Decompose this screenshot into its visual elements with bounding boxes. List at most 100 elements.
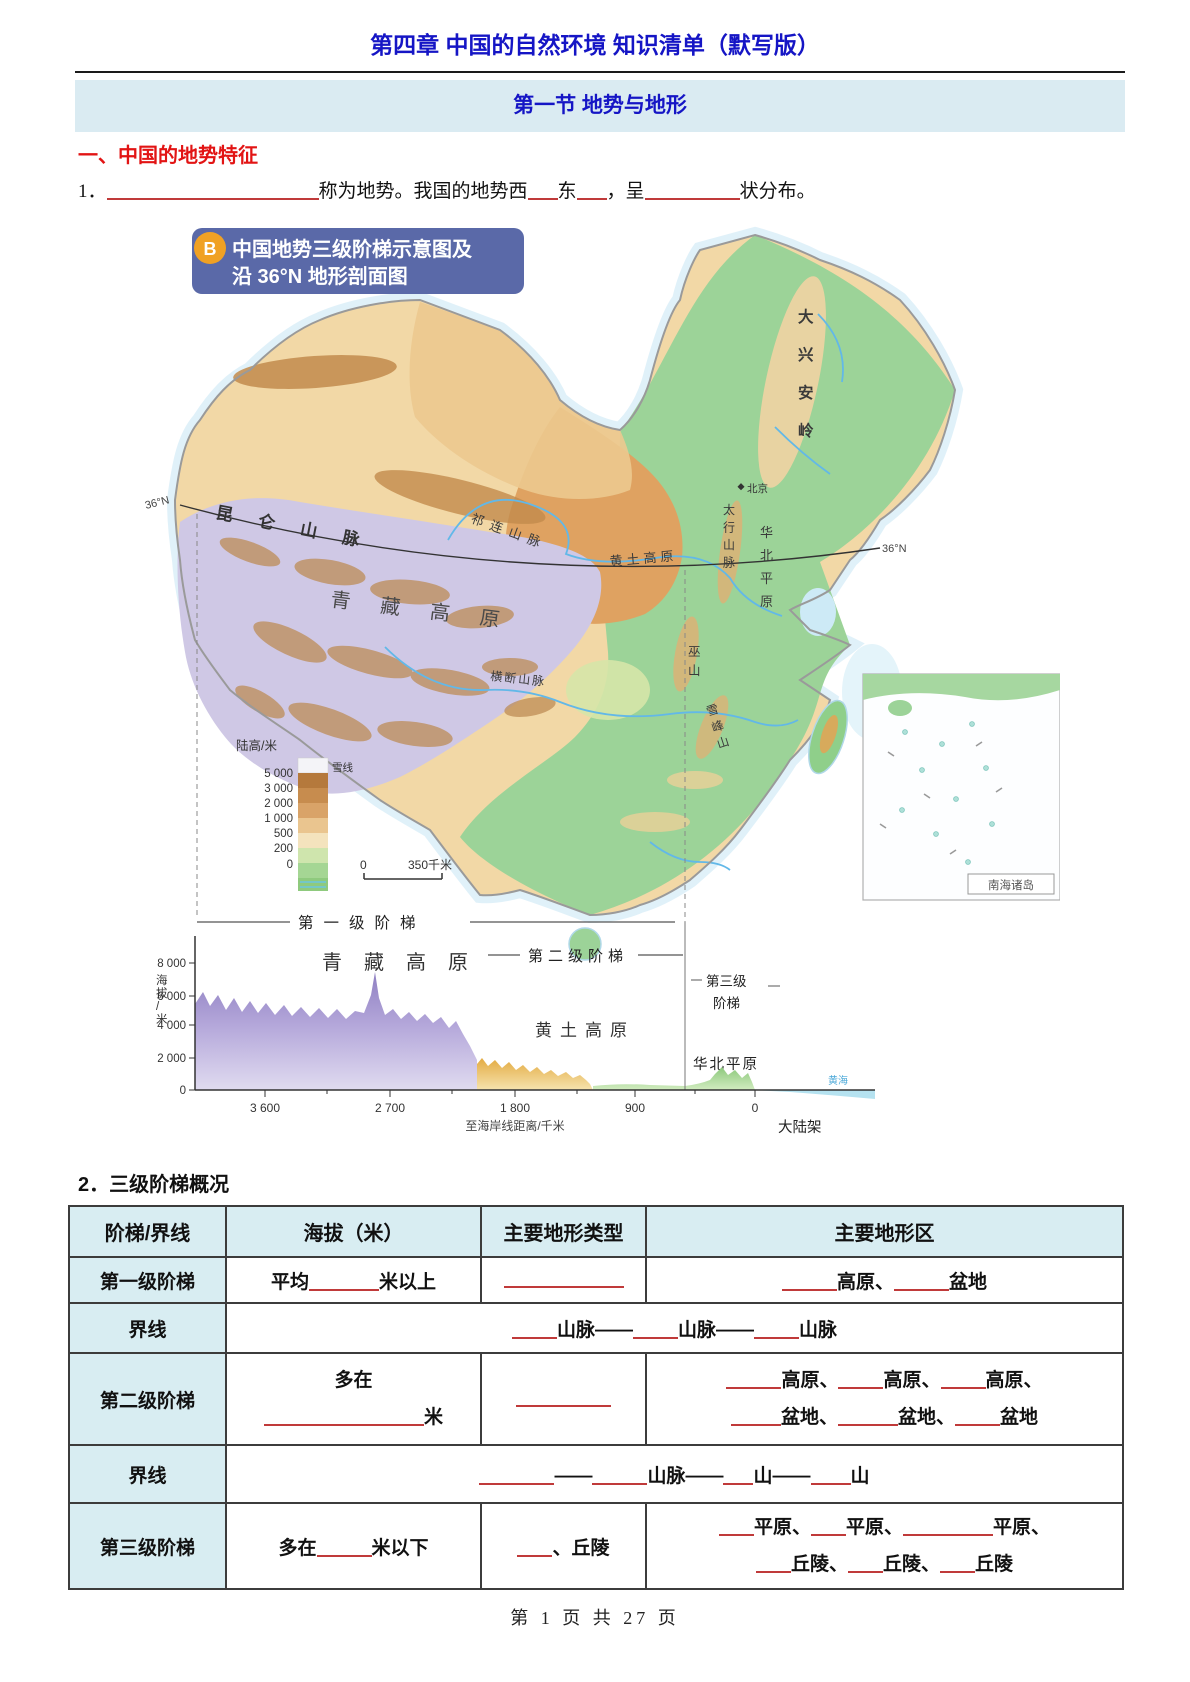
china-outline xyxy=(173,233,957,917)
row-label-step2: 第二级阶梯 xyxy=(68,1352,227,1446)
blank-field xyxy=(516,1388,611,1407)
svg-text:3 000: 3 000 xyxy=(264,783,293,795)
beijing-marker xyxy=(737,483,745,491)
y-tick-4000: 4 000 xyxy=(157,1020,186,1032)
svg-text:0: 0 xyxy=(287,859,293,871)
nanhai-inset: 南海诸岛 xyxy=(862,673,1060,901)
svg-text:2 000: 2 000 xyxy=(264,798,293,810)
profile-sea xyxy=(755,1090,875,1099)
taihangshan-label: 太行山脉 xyxy=(723,502,735,570)
profile-step2-label: 第二级阶梯 xyxy=(528,947,628,965)
yangtze-river xyxy=(384,646,799,727)
blank-field xyxy=(755,1554,791,1573)
y-tick-6000: 6 000 xyxy=(157,991,186,1003)
profile-step3-line1: 第三级 xyxy=(706,973,747,989)
title-divider xyxy=(75,71,1125,73)
elevation-profile: 第一级阶梯 青藏高原 第二级阶梯 第三级 阶梯 黄土高原 华北平原 黄海 xyxy=(156,914,875,1136)
profile-huabei-terrain xyxy=(593,1067,755,1090)
q1-text-3: ，呈 xyxy=(606,181,645,202)
profile-qingzang-terrain xyxy=(195,972,477,1090)
y-tick-0: 0 xyxy=(180,1085,186,1097)
step2-region-cell: 高原、 高原、 高原、 盆地、 盆地、 盆地 xyxy=(645,1352,1124,1446)
blank-field xyxy=(781,1272,837,1291)
item-2-title: 2．三级阶梯概况 xyxy=(78,1174,230,1196)
x-tick-3600: 3 600 xyxy=(250,1101,280,1115)
blank-field xyxy=(903,1517,993,1536)
row-label-step1: 第一级阶梯 xyxy=(68,1256,227,1304)
sichuan-basin xyxy=(566,660,650,720)
table-row-step2: 第二级阶梯 多在 米 高原、 高原、 高原、 盆地、 盆地、 盆地 xyxy=(68,1352,1124,1446)
daxinganling-ridge xyxy=(758,276,826,488)
blank-field xyxy=(503,1269,624,1288)
pearl-river xyxy=(649,841,731,871)
lat-36n-left-label: 36°N xyxy=(144,494,171,512)
profile-y-ticks xyxy=(189,962,195,1091)
blank-field xyxy=(730,1407,781,1426)
y-tick-2000: 2 000 xyxy=(157,1053,186,1065)
svg-text:200: 200 xyxy=(274,843,293,855)
three-steps-table: 阶梯/界线 海拔（米） 主要地形类型 主要地形区 第一级阶梯 平均 米以上 高原、… xyxy=(68,1205,1124,1590)
x-tick-900: 900 xyxy=(625,1101,645,1115)
inner-mongolia-band xyxy=(409,302,632,499)
q1-text-4: 状分布。 xyxy=(739,181,816,202)
profile-y-label: 海拔/米 xyxy=(156,973,168,1026)
blank-field xyxy=(810,1466,851,1485)
step3-elevation-cell: 多在 米以下 xyxy=(225,1502,482,1590)
blank-field xyxy=(718,1517,754,1536)
taiwan-island xyxy=(808,699,848,775)
svg-text:500: 500 xyxy=(274,828,293,840)
profile-step1-label: 第一级阶梯 xyxy=(298,914,426,932)
table-header-row: 阶梯/界线 海拔（米） 主要地形类型 主要地形区 xyxy=(68,1205,1124,1258)
tianshan-ridge xyxy=(233,355,397,389)
legend-title: 陆高/米 xyxy=(236,738,277,753)
page-number: 第 1 页 共 27 页 xyxy=(510,1608,680,1628)
x-tick-0: 0 xyxy=(752,1101,759,1115)
blank-field xyxy=(511,1320,557,1339)
question-1: 1． 称为地势。我国的地势西 东 ，呈 状分布。 xyxy=(78,176,1118,203)
step3-region-cell: 平原、 平原、 平原、 丘陵、 丘陵、 丘陵 xyxy=(645,1502,1124,1590)
east-lowlands xyxy=(460,235,955,915)
profile-shelf-label: 大陆架 xyxy=(778,1119,822,1136)
wushan-ridge xyxy=(673,616,699,692)
xuefengshan-label: 雪峰山 xyxy=(705,702,731,751)
blank-field xyxy=(894,1272,949,1291)
q1-text-2: 东 xyxy=(557,181,577,202)
step2-elevation-cell: 多在 米 xyxy=(225,1352,482,1446)
blank-field xyxy=(940,1554,975,1573)
profile-huangtu-terrain xyxy=(477,1058,593,1090)
yellow-river xyxy=(447,498,783,617)
rivers xyxy=(384,313,844,871)
figure-title-line1: 中国地势三级阶梯示意图及 xyxy=(232,237,473,261)
profile-qingzang-label: 青藏高原 xyxy=(322,951,490,974)
col-header-landform-type: 主要地形类型 xyxy=(480,1205,647,1258)
scale-label: 350千米 xyxy=(408,858,452,872)
xuefeng-ridge xyxy=(695,695,729,759)
blank-field xyxy=(576,180,607,200)
qilian-ridge xyxy=(374,470,546,524)
taihang-ridge xyxy=(717,500,743,604)
row-label-boundary1: 界线 xyxy=(68,1302,227,1354)
elevation-legend: 陆高/米 雪线 5 000 3 000 2 000 1 000 50 xyxy=(236,738,353,891)
tibet-mottling xyxy=(219,537,556,748)
beijing-label: 北京 xyxy=(747,482,768,495)
hengduanshan-label: 横断山脉 xyxy=(490,668,547,689)
blank-field xyxy=(309,1272,379,1291)
section-banner: 第一节 地势与地形 xyxy=(75,80,1125,132)
table-row-step3: 第三级阶梯 多在 米以下 、丘陵 平原、 平原、 平原、 丘陵、 丘陵、 丘陵 xyxy=(68,1502,1124,1590)
step1-region-cell: 高原、 盆地 xyxy=(645,1256,1124,1304)
row-label-step3: 第三级阶梯 xyxy=(68,1502,227,1590)
blank-field xyxy=(837,1407,898,1426)
svg-text:1 000: 1 000 xyxy=(264,813,293,825)
scale-bar xyxy=(363,873,443,880)
profile-x-label: 至海岸线距离/千米 xyxy=(465,1118,564,1133)
blank-field xyxy=(955,1407,1000,1426)
nanhai-inset-label: 南海诸岛 xyxy=(988,878,1034,892)
badge-b-icon xyxy=(194,232,226,264)
q1-number: 1． xyxy=(78,181,107,202)
profile-huabei-label: 华北平原 xyxy=(693,1056,759,1073)
blank-field xyxy=(726,1370,782,1389)
x-tick-1800: 1 800 xyxy=(500,1101,530,1115)
step2-type-cell xyxy=(480,1352,647,1446)
boundary2-cell: —— 山脉—— 山—— 山 xyxy=(225,1444,1124,1504)
